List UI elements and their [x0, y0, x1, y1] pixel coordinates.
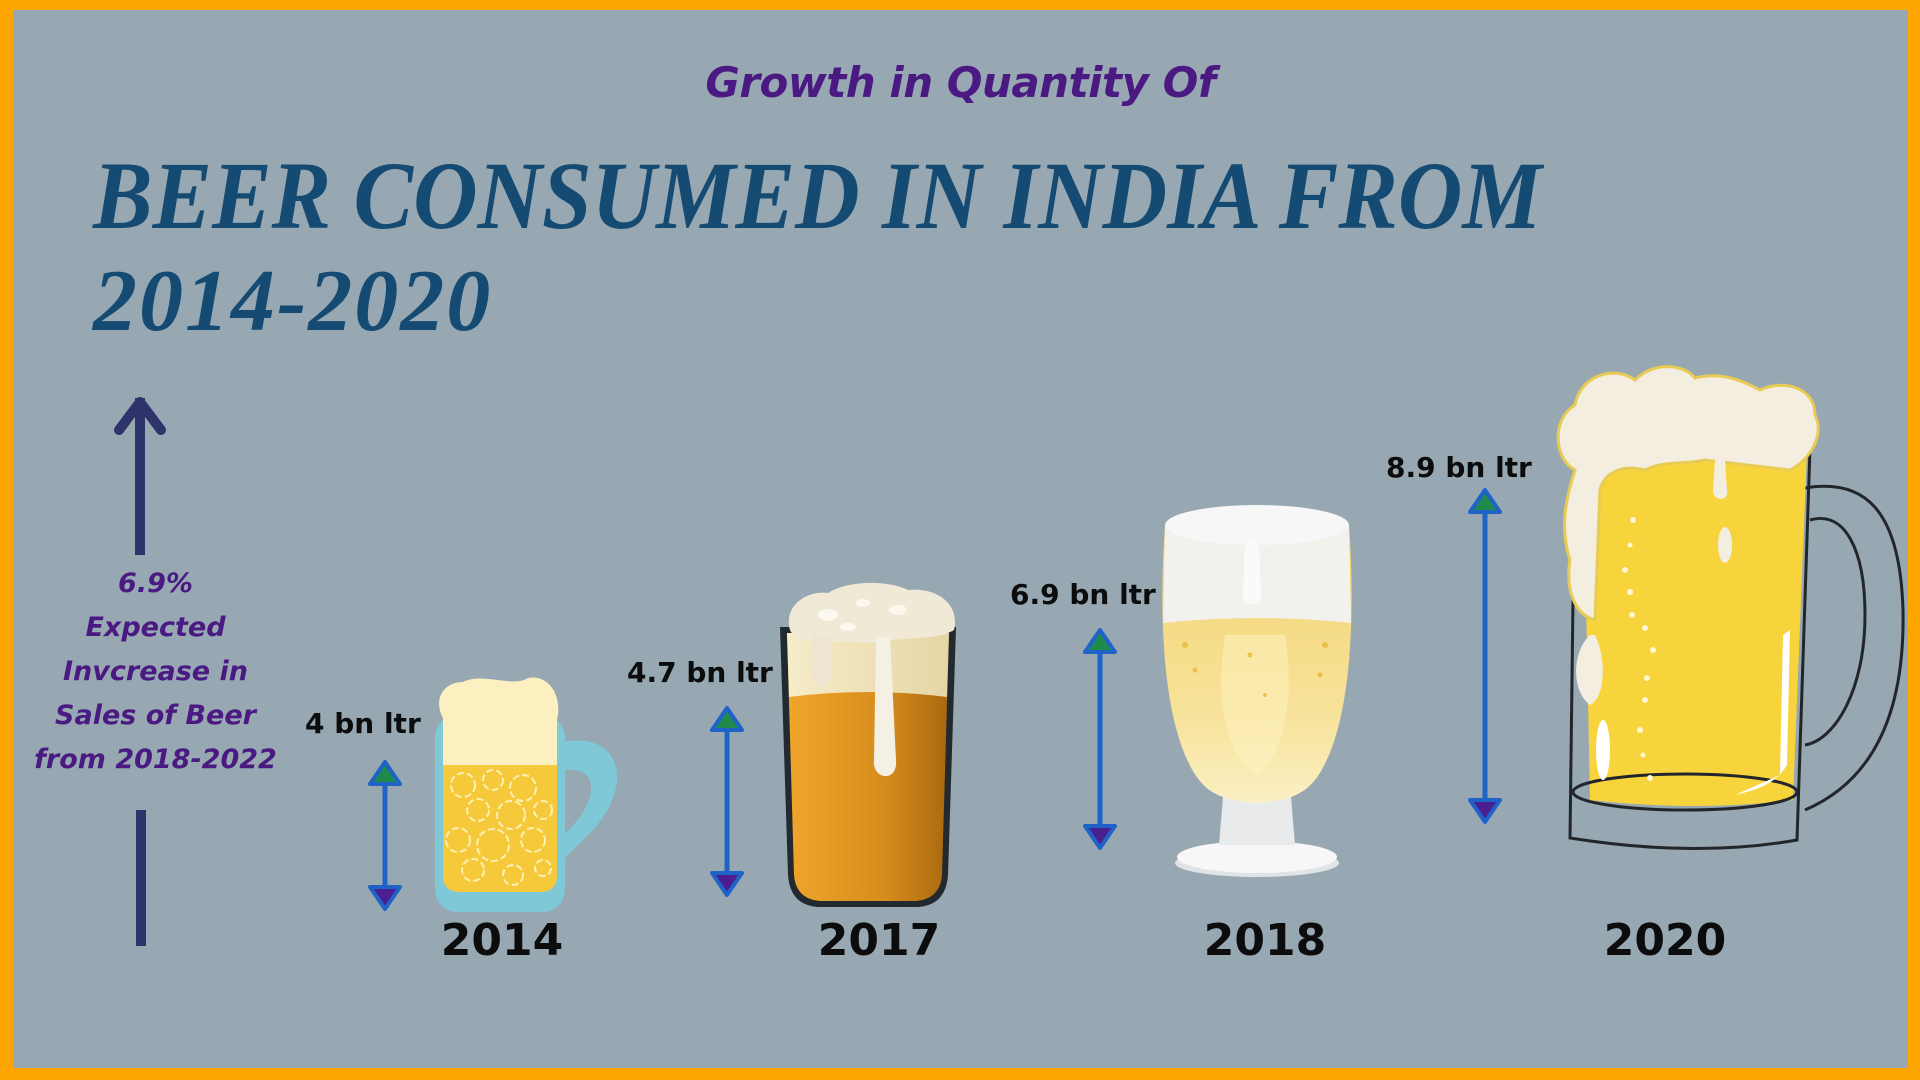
value-label-2014: 4 bn ltr	[305, 707, 421, 740]
year-label-2018: 2018	[1203, 915, 1327, 966]
growth-note-line: Invcrease in	[63, 656, 248, 687]
value-label-2017: 4.7 bn ltr	[627, 656, 773, 689]
year-label-2014: 2014	[440, 915, 564, 966]
value-label-2020: 8.9 bn ltr	[1386, 451, 1532, 484]
beer-stein-icon	[1556, 365, 1905, 850]
year-label-2020: 2020	[1603, 915, 1727, 966]
infographic-canvas: Growth in Quantity Of BEER CONSUMED IN I…	[13, 10, 1908, 1068]
value-label-2018: 6.9 bn ltr	[1010, 578, 1156, 611]
beer-goblet-icon	[1162, 505, 1352, 877]
year-label-2017: 2017	[817, 915, 941, 966]
growth-note-line: from 2018-2022	[34, 744, 277, 775]
page-title-years: 2014-2020	[93, 253, 493, 350]
double-arrow-icon	[1468, 488, 1502, 824]
subtitle: Growth in Quantity Of	[705, 58, 1216, 107]
page-title: BEER CONSUMED IN INDIA FROM	[93, 142, 1542, 249]
arrow-shaft-icon	[136, 810, 146, 946]
double-arrow-icon	[710, 706, 744, 897]
growth-note-line: Sales of Beer	[55, 700, 256, 731]
double-arrow-icon	[1083, 628, 1117, 850]
growth-note: 6.9% Expected Invcrease in Sales of Beer…	[23, 562, 288, 782]
growth-note-line: Expected	[85, 612, 226, 643]
up-arrow-icon	[114, 397, 166, 555]
double-arrow-icon	[368, 760, 402, 911]
beer-mug-icon	[435, 677, 618, 912]
beer-glass-icon	[780, 582, 956, 907]
growth-note-line: 6.9%	[118, 568, 193, 599]
